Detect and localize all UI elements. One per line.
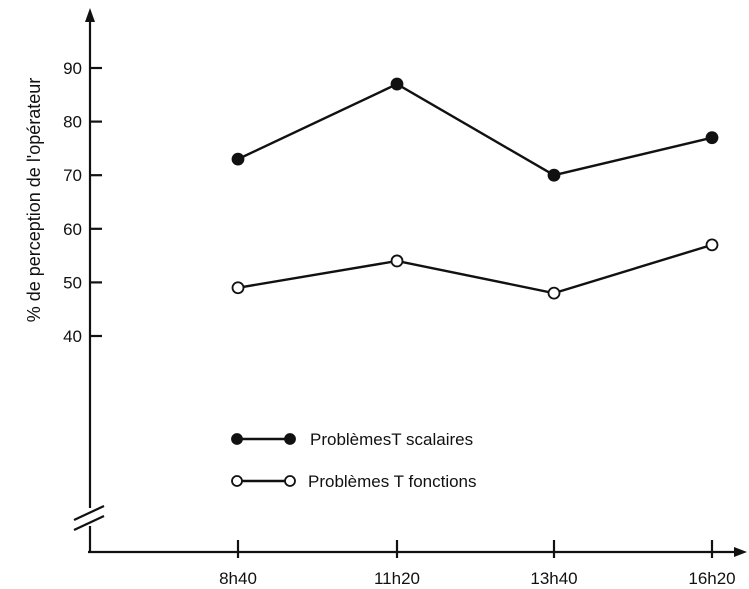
data-point-series-0 [705, 131, 719, 145]
x-axis-arrow [734, 547, 747, 557]
legend: ProblèmesT scalaires Problèmes T fonctio… [231, 430, 477, 491]
y-tick-label: 40 [63, 327, 82, 346]
x-tick-label: 8h40 [219, 569, 257, 588]
y-tick-label: 50 [63, 273, 82, 292]
data-point-series-1 [390, 254, 404, 268]
series-line-1 [237, 243, 713, 295]
y-tick-label: 70 [63, 166, 82, 185]
data-point-series-1 [705, 238, 719, 252]
y-ticks: 40 50 60 70 80 90 [63, 59, 102, 346]
axis-break-mark-1 [73, 505, 105, 521]
series-line-0 [237, 82, 713, 177]
y-axis-arrow [85, 8, 95, 22]
y-tick-label: 80 [63, 113, 82, 132]
x-tick-label: 13h40 [530, 569, 577, 588]
x-tick-label: 11h20 [374, 569, 420, 588]
legend-marker-scalaires-end [284, 433, 296, 445]
legend-marker-fonctions [231, 475, 243, 487]
legend-label-fonctions: Problèmes T fonctions [308, 472, 477, 491]
data-point-series-1 [547, 286, 561, 300]
data-point-series-0 [231, 152, 245, 166]
legend-label-scalaires: ProblèmesT scalaires [310, 430, 473, 449]
legend-marker-scalaires [231, 433, 243, 445]
x-ticks: 8h40 11h20 13h40 16h20 [219, 540, 736, 588]
axis-break-mark-2 [73, 515, 105, 531]
data-point-series-0 [547, 168, 561, 182]
data-point-series-1 [231, 281, 245, 295]
y-axis-label: % de perception de l'opérateur [24, 78, 44, 323]
data-point-series-0 [390, 77, 404, 91]
series-layer [231, 77, 719, 300]
y-tick-label: 90 [63, 59, 82, 78]
x-tick-label: 16h20 [688, 569, 735, 588]
y-tick-label: 60 [63, 220, 82, 239]
legend-marker-fonctions-end [284, 475, 296, 487]
